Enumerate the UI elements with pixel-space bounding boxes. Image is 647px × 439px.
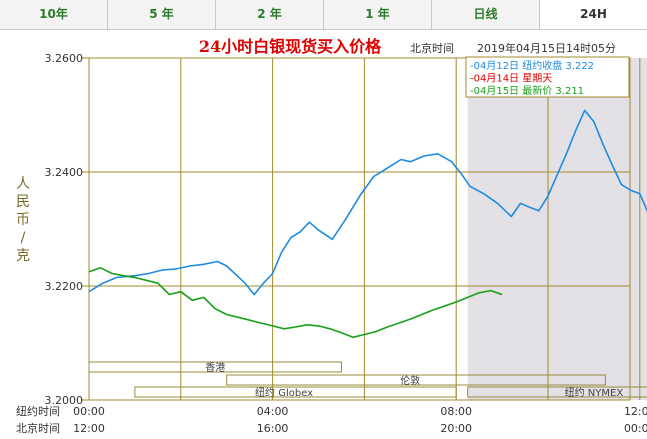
tab-1y[interactable]: 1 年: [324, 0, 432, 29]
x-tick-label: 20:00: [440, 422, 472, 435]
x-tick-label: 00:00: [624, 422, 647, 435]
chart-title: 24小时白银现货买入价格: [199, 37, 382, 56]
market-session-label: 纽约 Globex: [255, 386, 313, 399]
x-tick-label: 12:00: [73, 422, 105, 435]
y-tick-label: 3.2000: [45, 394, 84, 407]
y-axis-label-char: 币: [16, 212, 30, 228]
market-session-box: [88, 361, 342, 373]
x-tick-label: 00:00: [73, 405, 105, 418]
x-axis-row-label: 北京时间: [16, 421, 60, 435]
tab-2y[interactable]: 2 年: [216, 0, 324, 29]
y-axis-label-char: 克: [16, 248, 30, 264]
market-session-label: 香港: [205, 362, 225, 374]
x-axis-row-label: 纽约时间: [16, 404, 60, 418]
legend-entry: -04月12日 纽约收盘 3.222: [470, 59, 594, 72]
tab-5y[interactable]: 5 年: [108, 0, 216, 29]
series-line-1: [88, 109, 647, 296]
y-axis-label-char: 人: [16, 176, 30, 192]
y-tick-label: 3.2600: [45, 52, 84, 65]
x-tick-label: 08:00: [440, 405, 472, 418]
legend-box: [465, 56, 630, 98]
legend-entry: -04月15日 最新价 3.211: [470, 84, 584, 97]
x-tick-label: 16:00: [257, 422, 289, 435]
tab-24h[interactable]: 24H: [540, 0, 647, 29]
market-session-box: [134, 386, 457, 398]
market-session-label: 伦敦: [400, 374, 420, 387]
tab-10y[interactable]: 10年: [0, 0, 108, 29]
nymex-session-band: [467, 58, 647, 400]
y-tick-label: 3.2200: [45, 280, 84, 293]
period-tabs: 10年 5 年 2 年 1 年 日线 24H: [0, 0, 647, 30]
market-session-box: [226, 374, 606, 386]
market-session-label: 纽约 NYMEX: [565, 386, 624, 399]
y-tick-label: 3.2400: [45, 166, 84, 179]
legend-entry: -04月14日 星期天: [470, 73, 552, 85]
chart-timestamp: 2019年04月15日14时05分: [477, 41, 616, 55]
series-line-3: [88, 267, 503, 339]
tab-daily[interactable]: 日线: [432, 0, 540, 29]
y-axis-label-char: /: [21, 230, 26, 246]
x-tick-label: 12:00: [624, 405, 647, 418]
beijing-time-label: 北京时间: [410, 41, 454, 55]
y-axis-label-char: 民: [16, 194, 30, 210]
market-session-box: [467, 386, 647, 398]
x-tick-label: 04:00: [257, 405, 289, 418]
